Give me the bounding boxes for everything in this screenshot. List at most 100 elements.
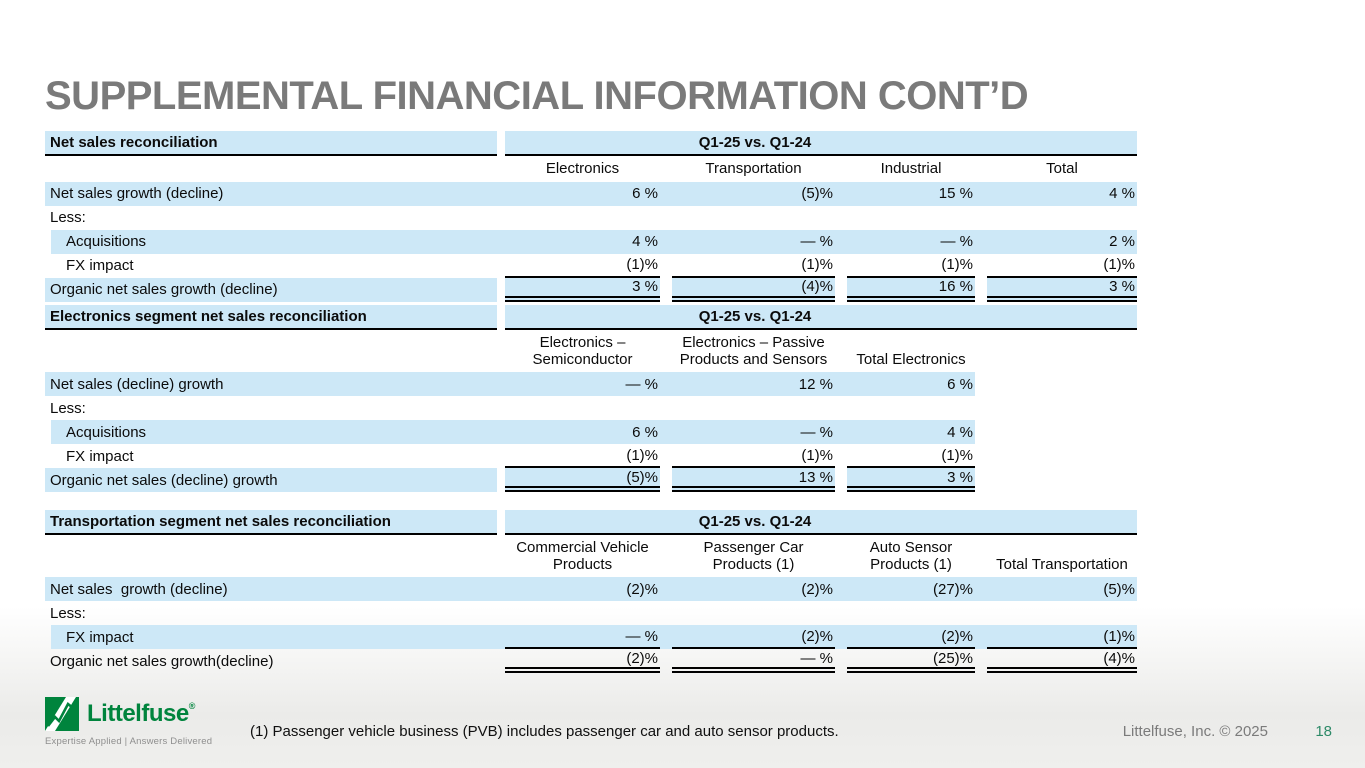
cell-value: (4)% — [987, 649, 1137, 673]
cell-value: — % — [800, 423, 833, 441]
cell-value: (1)% — [672, 444, 835, 468]
cell-value: (5)% — [505, 468, 660, 492]
cell-value: (1)% — [987, 625, 1137, 649]
cell-value: — % — [800, 233, 833, 250]
cell-value: (2)% — [672, 625, 835, 649]
column-header: Total — [1046, 160, 1078, 177]
logo-tagline: Expertise Applied | Answers Delivered — [45, 736, 213, 747]
row-label: Less: — [50, 399, 86, 417]
row-label: Net sales (decline) growth — [50, 375, 224, 393]
cell-value: (25)% — [847, 649, 975, 673]
table-row: FX impact — % (2)% (2)% (1)% — [45, 625, 1137, 649]
cell-value: (2)% — [505, 649, 660, 673]
column-header: Auto Sensor Products (1) — [869, 539, 953, 573]
cell-value: (27)% — [932, 580, 973, 598]
page-number: 18 — [1315, 723, 1332, 740]
column-header: Electronics — [545, 160, 620, 177]
row-label: Less: — [50, 209, 86, 226]
table-row: Organic net sales (decline) growth (5)% 13… — [45, 468, 1137, 492]
column-header: Passenger Car Products (1) — [703, 539, 804, 573]
littelfuse-logo: Littelfuse® Expertise Applied | Answers … — [45, 697, 212, 747]
cell-value: 2 % — [1109, 233, 1135, 250]
table-row: FX impact (1)% (1)% (1)% (1)% — [45, 254, 1137, 278]
cell-value: — % — [625, 375, 658, 393]
cell-value: 3 % — [987, 277, 1137, 302]
cell-value: 6 % — [947, 375, 973, 393]
table-title: Net sales reconciliation — [45, 131, 497, 156]
table-header-row: Transportation segment net sales reconci… — [45, 510, 1137, 535]
row-label: Acquisitions — [66, 233, 147, 250]
cell-value: (1)% — [847, 254, 975, 278]
cell-value: 16 % — [847, 277, 975, 302]
logo-wordmark: Littelfuse® — [87, 700, 196, 727]
table-header-row: Net sales reconciliation Q1-25 vs. Q1-24 — [45, 131, 1137, 156]
cell-value: 4 % — [947, 423, 973, 441]
cell-value: 15 % — [938, 185, 973, 202]
cell-value: 3 % — [505, 277, 660, 302]
row-label: FX impact — [66, 447, 134, 465]
littelfuse-logo-icon — [45, 697, 79, 731]
row-label: Organic net sales (decline) growth — [45, 468, 497, 492]
cell-value: 12 % — [798, 375, 833, 393]
column-header-row: Electronics Transportation Industrial Total — [45, 158, 1137, 182]
page-title: SUPPLEMENTAL FINANCIAL INFORMATION CONT’… — [45, 74, 1029, 118]
cell-value: 6 % — [632, 423, 658, 441]
cell-value: (2)% — [626, 580, 658, 598]
table-row: Less: — [45, 396, 1137, 420]
cell-value: 6 % — [632, 185, 658, 202]
column-header: Commercial Vehicle Products — [516, 539, 649, 573]
table-row: Organic net sales growth(decline) (2)% — %… — [45, 649, 1137, 673]
column-header: Total Transportation — [996, 555, 1128, 573]
table-net-sales-reconciliation: Net sales reconciliation Q1-25 vs. Q1-24 E… — [45, 131, 1137, 302]
table-row: Acquisitions 6 % — % 4 % — [45, 420, 1137, 444]
row-label: Net sales growth (decline) — [50, 185, 224, 202]
column-header: Transportation — [705, 160, 802, 177]
registered-mark: ® — [188, 701, 196, 711]
column-header-row: Electronics – Semiconductor Electronics –… — [45, 332, 1137, 372]
column-header: Industrial — [880, 160, 942, 177]
period-header: Q1-25 vs. Q1-24 — [505, 131, 1137, 156]
period-header: Q1-25 vs. Q1-24 — [505, 510, 1137, 535]
copyright-text: Littelfuse, Inc. © 2025 — [1122, 723, 1268, 740]
cell-value: — % — [505, 625, 660, 649]
row-label: Net sales growth (decline) — [50, 580, 228, 598]
row-label: Acquisitions — [66, 423, 147, 441]
table-row: Net sales growth (decline) (2)% (2)% (27)% (… — [45, 577, 1137, 601]
table-transportation-segment-reconciliation: Transportation segment net sales reconci… — [45, 510, 1137, 673]
table-row: Less: — [45, 206, 1137, 230]
table-header-row: Electronics segment net sales reconcilia… — [45, 305, 1137, 330]
column-header: Electronics – Semiconductor — [532, 334, 633, 368]
cell-value: (4)% — [672, 277, 835, 302]
row-label: FX impact — [66, 628, 134, 646]
cell-value: (1)% — [847, 444, 975, 468]
table-row: Organic net sales growth (decline) 3 % (4)… — [45, 277, 1137, 302]
table-title: Electronics segment net sales reconcilia… — [45, 305, 497, 330]
cell-value: (1)% — [505, 254, 660, 278]
cell-value: 3 % — [847, 468, 975, 492]
cell-value: 4 % — [1109, 185, 1135, 202]
row-label: Less: — [50, 604, 86, 622]
cell-value: 13 % — [672, 468, 835, 492]
table-electronics-segment-reconciliation: Electronics segment net sales reconcilia… — [45, 305, 1137, 492]
cell-value: (1)% — [505, 444, 660, 468]
row-label: FX impact — [66, 257, 134, 274]
column-header-row: Commercial Vehicle Products Passenger Car… — [45, 537, 1137, 577]
table-title: Transportation segment net sales reconci… — [45, 510, 497, 535]
cell-value: — % — [672, 649, 835, 673]
table-row: Acquisitions 4 % — % — % 2 % — [45, 229, 1137, 254]
cell-value: (2)% — [847, 625, 975, 649]
period-header: Q1-25 vs. Q1-24 — [505, 305, 1137, 330]
row-label: Organic net sales growth(decline) — [50, 652, 274, 670]
column-header: Electronics – Passive Products and Senso… — [679, 334, 828, 368]
cell-value: 4 % — [632, 233, 658, 250]
table-row: Net sales (decline) growth — % 12 % 6 % — [45, 372, 1137, 396]
cell-value: (5)% — [1103, 580, 1135, 598]
column-header: Total Electronics — [856, 350, 966, 368]
cell-value: (5)% — [801, 185, 833, 202]
table-row: Net sales growth (decline) 6 % (5)% 15 % 4 % — [45, 181, 1137, 206]
cell-value: (1)% — [672, 254, 835, 278]
cell-value: — % — [940, 233, 973, 250]
footnote: (1) Passenger vehicle business (PVB) inc… — [250, 723, 839, 740]
row-label: Organic net sales growth (decline) — [45, 277, 497, 302]
